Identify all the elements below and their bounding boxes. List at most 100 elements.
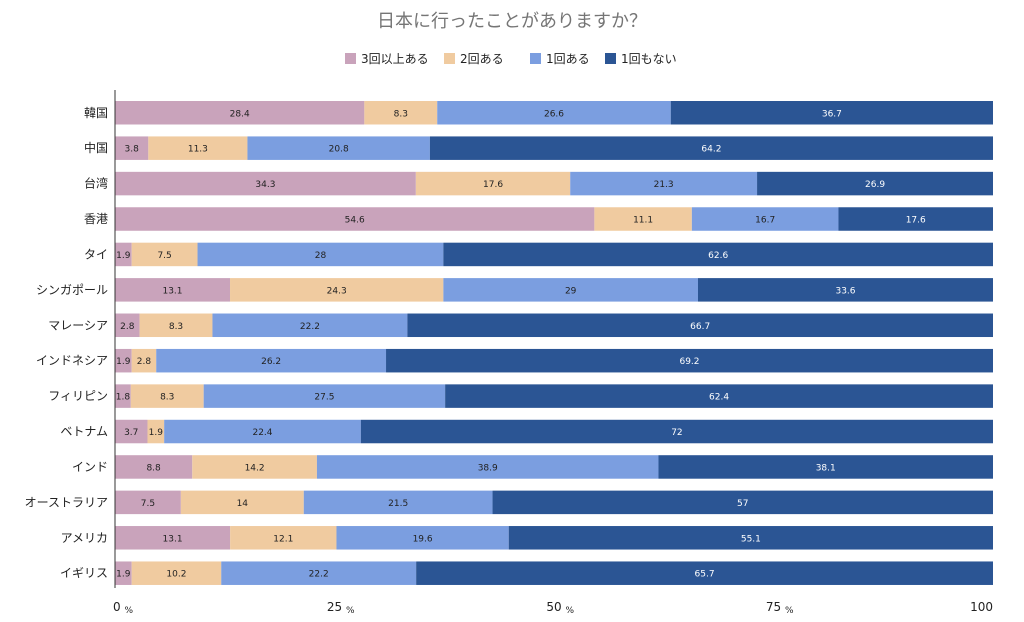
data-label: 21.3 <box>654 180 674 190</box>
data-label: 55.1 <box>741 534 761 544</box>
x-tick-unit: % <box>566 606 575 616</box>
bar-segment <box>115 171 416 196</box>
data-label: 62.6 <box>708 251 728 261</box>
data-label: 2.8 <box>137 357 152 367</box>
x-tick-label: 50 <box>546 600 561 614</box>
data-label: 14.2 <box>245 463 265 473</box>
data-label: 66.7 <box>690 322 710 332</box>
bar-segment <box>115 455 193 479</box>
data-label: 28 <box>315 251 327 261</box>
data-label: 29 <box>565 286 577 296</box>
data-label: 34.3 <box>255 180 275 190</box>
category-labels: 韓国中国台湾香港タイシンガポールマレーシアインドネシアフィリピンベトナムインドオ… <box>25 106 108 580</box>
data-label: 54.6 <box>345 216 365 226</box>
x-tick-label: 100 <box>970 600 993 614</box>
bar-segment <box>115 490 181 515</box>
data-label: 14 <box>237 499 249 509</box>
category-label: シンガポール <box>36 283 108 297</box>
data-label: 38.1 <box>816 463 836 473</box>
bar-segment <box>131 348 157 373</box>
data-label: 13.1 <box>163 534 183 544</box>
legend-swatch <box>444 53 455 64</box>
bar-segment <box>115 419 148 444</box>
bar-segment <box>658 455 993 479</box>
data-label: 26.6 <box>544 109 564 119</box>
bar-segment <box>131 561 222 585</box>
bar-segment <box>130 384 204 408</box>
category-label: タイ <box>84 247 108 261</box>
bar-segment <box>203 384 446 408</box>
bar-segment <box>691 207 839 231</box>
chart-legend: 3回以上ある 2回ある 1回ある 1回もない <box>345 52 677 66</box>
data-label: 8.3 <box>394 109 408 119</box>
bar-segment <box>115 278 231 302</box>
bars <box>115 101 994 585</box>
data-label: 69.2 <box>679 357 699 367</box>
category-label: イギリス <box>60 566 108 580</box>
data-label: 1.9 <box>116 251 131 261</box>
bar-segment <box>192 455 317 479</box>
bar-segment <box>838 207 993 231</box>
data-label: 36.7 <box>822 109 842 119</box>
chart-title: 日本に行ったことがありますか？ <box>377 11 647 32</box>
bar-segment <box>443 278 698 302</box>
legend-label: 3回以上ある <box>361 52 429 66</box>
data-label: 3.8 <box>125 145 140 155</box>
data-label: 12.1 <box>273 534 293 544</box>
data-label: 64.2 <box>701 145 721 155</box>
data-label: 20.8 <box>329 145 349 155</box>
data-label: 26.9 <box>865 180 885 190</box>
bar-segment <box>115 348 132 373</box>
data-label: 24.3 <box>327 286 347 296</box>
data-label: 27.5 <box>314 393 334 403</box>
data-label: 11.1 <box>633 216 653 226</box>
data-label: 1.9 <box>116 357 131 367</box>
data-label: 65.7 <box>695 570 715 580</box>
legend-swatch <box>530 53 541 64</box>
category-label: 台湾 <box>84 176 108 191</box>
data-labels: 28.4 8.3 26.6 36.7 3.8 11.3 20.8 64.2 34.3 17.6 21… <box>116 109 926 579</box>
category-label: 韓国 <box>84 106 108 120</box>
x-axis-ticks: 0% 25% 50% 75% 100 <box>113 600 993 616</box>
data-label: 1.9 <box>149 428 164 438</box>
legend-swatch <box>605 53 616 64</box>
bar-segment <box>492 490 993 515</box>
data-label: 7.5 <box>157 251 171 261</box>
bar-segment <box>697 278 993 302</box>
bar-segment <box>197 242 444 267</box>
bar-segment <box>445 384 993 408</box>
data-label: 19.6 <box>413 534 433 544</box>
data-label: 38.9 <box>478 463 498 473</box>
bar-segment <box>115 561 132 585</box>
bar-segment <box>594 207 692 231</box>
bar-segment <box>131 242 198 267</box>
x-tick-label: 0 <box>113 600 121 614</box>
bar-segment <box>360 419 994 444</box>
data-label: 28.4 <box>230 109 250 119</box>
x-tick-label: 25 <box>327 600 342 614</box>
bar-segment <box>115 207 595 231</box>
bar-segment <box>247 136 430 160</box>
bar-segment <box>386 348 993 373</box>
data-label: 22.4 <box>252 428 272 438</box>
data-label: 1.8 <box>116 393 131 403</box>
x-tick-unit: % <box>125 606 134 616</box>
data-label: 8.8 <box>146 463 161 473</box>
bar-segment <box>443 242 993 267</box>
bar-segment <box>115 101 365 125</box>
category-label: マレーシア <box>48 318 108 332</box>
data-label: 62.4 <box>709 393 729 403</box>
category-label: 香港 <box>84 212 108 226</box>
bar-segment <box>156 348 387 373</box>
bar-segment <box>115 313 140 338</box>
data-label: 33.6 <box>835 286 855 296</box>
category-label: 中国 <box>84 140 108 155</box>
data-label: 10.2 <box>166 570 186 580</box>
category-label: ベトナム <box>60 425 108 439</box>
bar-segment <box>180 490 304 515</box>
category-label: オーストラリア <box>25 495 108 509</box>
category-label: フィリピン <box>48 389 108 403</box>
data-label: 21.5 <box>388 499 408 509</box>
data-label: 17.6 <box>906 216 926 226</box>
